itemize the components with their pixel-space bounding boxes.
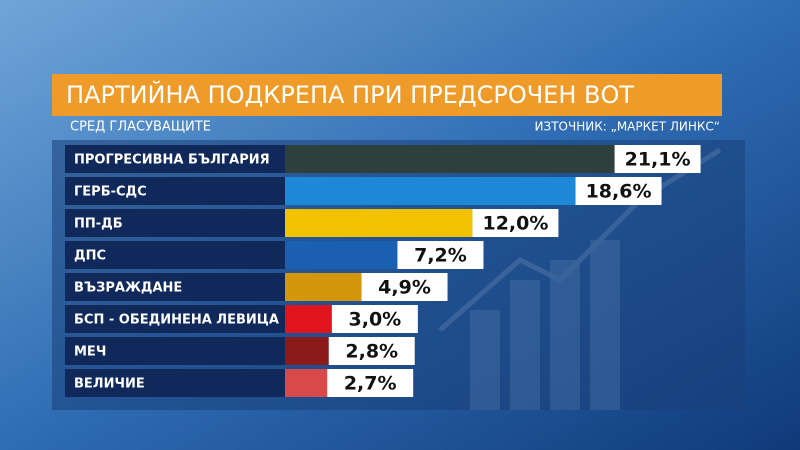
category-label: ДПС [74, 249, 106, 264]
category-label: БСП - ОБЕДИНЕНА ЛЕВИЦА [74, 313, 279, 328]
value-label: 21,1% [625, 149, 691, 171]
bar [285, 241, 398, 269]
category-label: ПРОГРЕСИВНА БЪЛГАРИЯ [74, 153, 270, 168]
bar [285, 177, 576, 205]
label-box [65, 177, 285, 205]
value-label: 3,0% [349, 309, 402, 331]
label-box [65, 337, 285, 365]
bar [285, 369, 328, 397]
value-box [361, 273, 448, 301]
label-box [65, 305, 285, 333]
bar [285, 305, 332, 333]
value-box [328, 337, 415, 365]
value-label: 12,0% [482, 213, 548, 235]
value-box [472, 209, 559, 237]
value-box [614, 145, 701, 173]
value-box [327, 369, 414, 397]
title-bar [52, 74, 722, 116]
label-box [65, 369, 285, 397]
bar [285, 273, 362, 301]
bar [285, 337, 329, 365]
label-box [65, 241, 285, 269]
category-label: МЕЧ [74, 345, 106, 360]
bar [285, 209, 473, 237]
label-box [65, 209, 285, 237]
category-label: ВЕЛИЧИЕ [74, 377, 145, 392]
bar [285, 145, 615, 173]
value-box [397, 241, 484, 269]
subtitle: СРЕД ГЛАСУВАЩИТЕ [70, 120, 211, 135]
label-box [65, 273, 285, 301]
category-label: ПП-ДБ [74, 217, 123, 232]
source: ИЗТОЧНИК: „МАРКЕТ ЛИНКС“ [535, 120, 720, 134]
value-label: 2,8% [345, 341, 398, 363]
chart-title: ПАРТИЙНА ПОДКРЕПА ПРИ ПРЕДСРОЧЕН ВОТ [66, 80, 634, 109]
label-box [65, 145, 285, 173]
value-label: 2,7% [344, 373, 397, 395]
value-label: 18,6% [586, 181, 652, 203]
category-label: ВЪЗРАЖДАНЕ [74, 281, 182, 296]
category-label: ГЕРБ-СДС [74, 185, 147, 200]
value-label: 4,9% [378, 277, 431, 299]
value-label: 7,2% [414, 245, 467, 267]
value-box [575, 177, 662, 205]
value-box [331, 305, 418, 333]
